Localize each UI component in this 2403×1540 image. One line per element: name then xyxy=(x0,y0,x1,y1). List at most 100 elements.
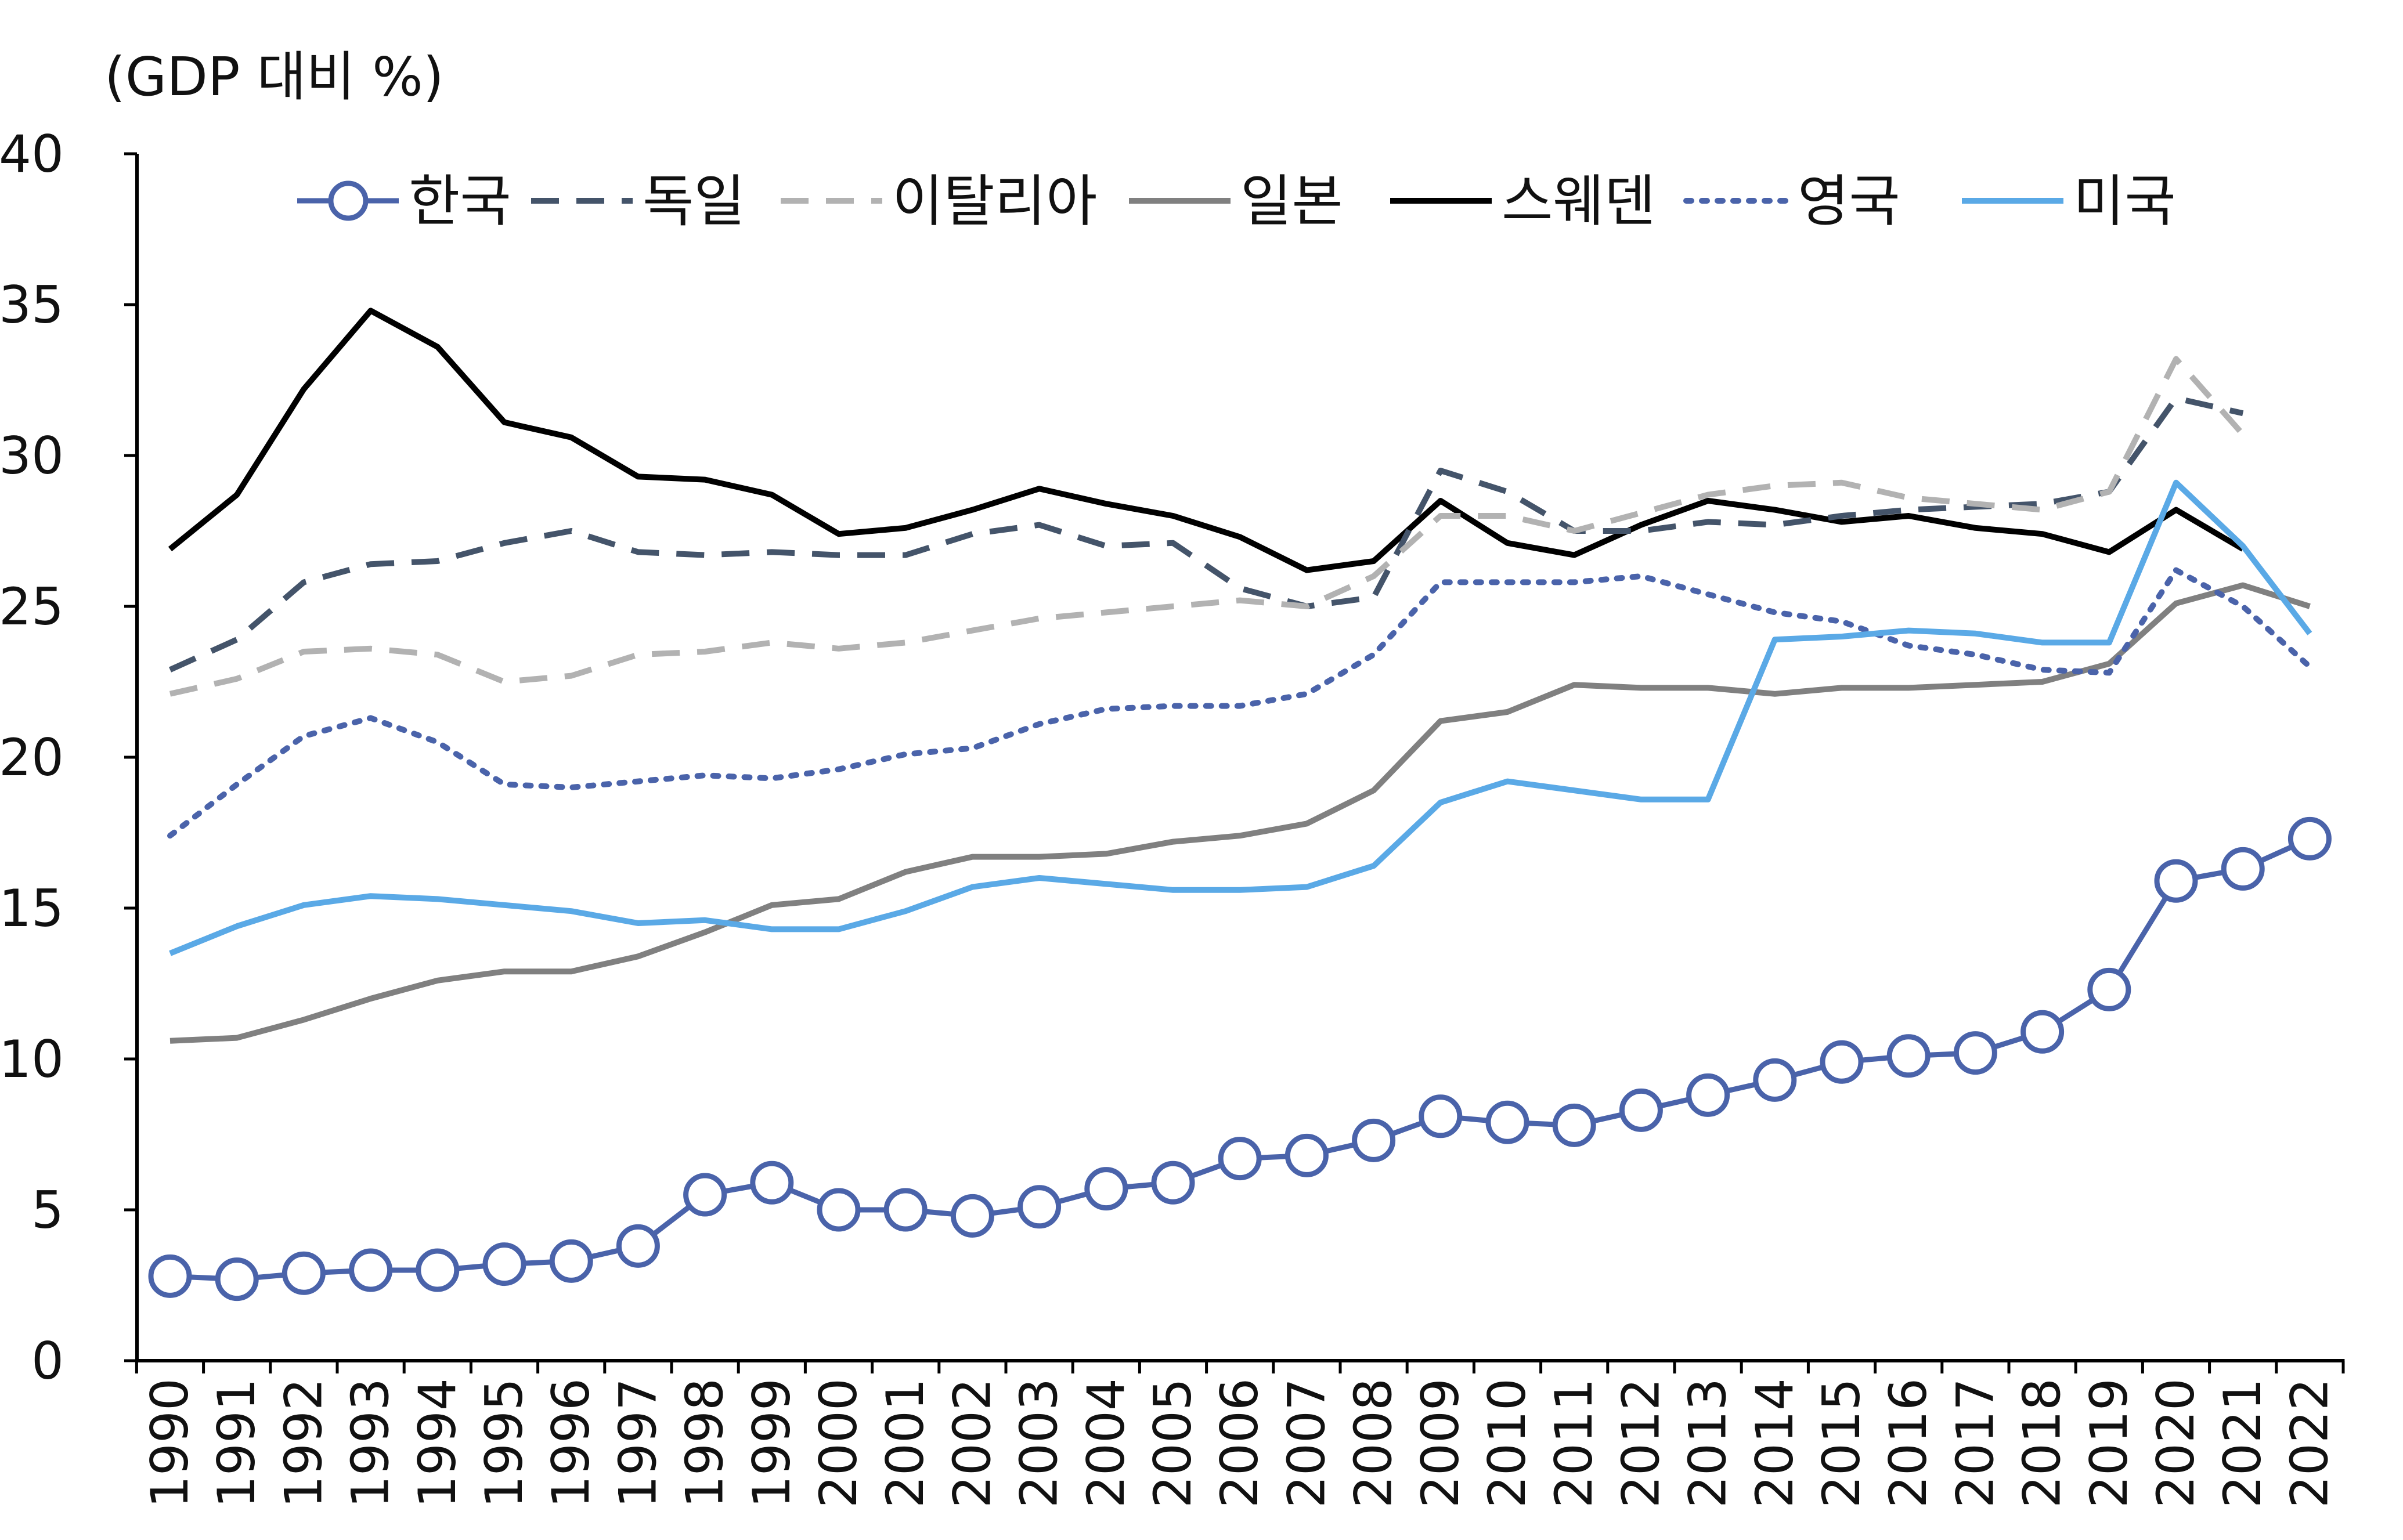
data-point-한국-1995 xyxy=(482,1242,526,1286)
x-tick-label: 2015 xyxy=(1812,1378,1871,1508)
legend: 한국 독일 이탈리아 일본 스웨덴 영국 미국 xyxy=(297,169,2176,234)
data-point-한국-1999 xyxy=(750,1161,794,1205)
series-line-영국 xyxy=(167,567,2313,839)
legend-item-일본: 일본 xyxy=(1129,169,1343,234)
y-tick-label: 20 xyxy=(0,728,64,787)
data-point-한국-2003 xyxy=(1018,1185,1062,1229)
series-line-스웨덴 xyxy=(168,308,2245,573)
x-tick-label: 1996 xyxy=(541,1378,601,1508)
data-point-한국-2001 xyxy=(883,1188,928,1232)
x-tick-label: 1998 xyxy=(675,1378,735,1508)
data-point-한국-1993 xyxy=(349,1248,393,1292)
series-한국 xyxy=(148,816,2332,1302)
data-point-한국-2017 xyxy=(1953,1031,1997,1075)
data-point-한국-2020 xyxy=(2154,859,2198,903)
y-tick-label: 40 xyxy=(0,124,64,184)
x-tick-label: 1992 xyxy=(273,1378,333,1508)
series-미국 xyxy=(169,479,2312,956)
x-tick-label: 1997 xyxy=(608,1378,668,1508)
data-point-한국-2012 xyxy=(1619,1088,1663,1132)
x-tick-label: 2012 xyxy=(1611,1378,1670,1508)
x-tick-label: 2020 xyxy=(2146,1378,2206,1508)
data-point-한국-2016 xyxy=(1886,1034,1931,1078)
data-point-한국-1991 xyxy=(215,1257,259,1302)
y-tick-label: 15 xyxy=(0,879,64,938)
data-point-한국-2007 xyxy=(1285,1133,1329,1177)
y-tick-label: 35 xyxy=(0,275,64,335)
x-tick-label: 2007 xyxy=(1276,1378,1336,1508)
x-tick-label: 2004 xyxy=(1076,1378,1136,1508)
series-스웨덴 xyxy=(168,308,2245,573)
data-point-한국-2021 xyxy=(2221,847,2265,891)
x-tick-label: 1993 xyxy=(341,1378,400,1508)
x-tick-label: 1990 xyxy=(140,1378,200,1508)
series-layer xyxy=(148,308,2332,1302)
x-tick-label: 1991 xyxy=(207,1378,266,1508)
data-point-한국-2009 xyxy=(1419,1094,1463,1138)
series-이탈리아 xyxy=(169,356,2245,697)
data-point-한국-2014 xyxy=(1753,1058,1797,1102)
unit-label: (GDP 대비 %) xyxy=(104,46,444,108)
x-tick-label: 2021 xyxy=(2213,1378,2272,1508)
x-tick-label: 2002 xyxy=(942,1378,1002,1508)
series-일본 xyxy=(169,582,2311,1044)
data-point-한국-2008 xyxy=(1352,1118,1396,1162)
data-point-한국-2011 xyxy=(1552,1103,1596,1147)
x-tick-label: 1994 xyxy=(407,1378,467,1508)
data-point-한국-2002 xyxy=(950,1194,994,1238)
data-point-한국-2000 xyxy=(817,1188,861,1232)
legend-item-한국: 한국 xyxy=(297,169,511,234)
data-point-한국-2022 xyxy=(2287,816,2332,861)
x-tick-label: 2014 xyxy=(1745,1378,1805,1508)
legend-label: 한국 xyxy=(409,169,511,234)
series-line-일본 xyxy=(169,582,2311,1044)
data-point-한국-2006 xyxy=(1218,1137,1262,1181)
legend-item-이탈리아: 이탈리아 xyxy=(781,169,1097,234)
data-point-한국-1997 xyxy=(616,1224,660,1268)
legend-label: 이탈리아 xyxy=(892,169,1097,234)
legend-label: 영국 xyxy=(1798,169,1900,234)
axes: 0 5 10 15 20 25 30 35 40 1990 1991 1992 1993 1994 1995… xyxy=(0,124,2345,1508)
data-point-한국-2015 xyxy=(1820,1040,1864,1084)
x-tick-label: 2008 xyxy=(1344,1378,1403,1508)
x-tick-label: 2006 xyxy=(1210,1378,1269,1508)
x-tick-label: 2019 xyxy=(2079,1378,2139,1508)
y-tick-label: 25 xyxy=(0,577,64,637)
data-point-한국-2005 xyxy=(1151,1161,1195,1205)
legend-label: 독일 xyxy=(643,169,745,234)
series-line-독일 xyxy=(168,395,2244,673)
data-point-한국-1992 xyxy=(282,1251,326,1295)
x-tick-label: 2009 xyxy=(1410,1378,1470,1508)
data-point-한국-1996 xyxy=(549,1239,593,1283)
x-tick-label: 2022 xyxy=(2279,1378,2339,1508)
data-point-한국-2010 xyxy=(1485,1100,1529,1144)
x-tick-label: 2016 xyxy=(1878,1378,1938,1508)
series-독일 xyxy=(168,395,2244,673)
series-영국 xyxy=(167,567,2313,839)
y-tick-label: 30 xyxy=(0,426,64,486)
data-point-한국-2013 xyxy=(1686,1073,1730,1117)
data-point-한국-1990 xyxy=(148,1254,192,1298)
legend-item-스웨덴: 스웨덴 xyxy=(1390,169,1655,234)
x-tick-label: 2001 xyxy=(875,1378,935,1508)
x-tick-label: 2010 xyxy=(1477,1378,1537,1508)
legend-item-영국: 영국 xyxy=(1683,169,1900,234)
x-tick-label: 2017 xyxy=(1945,1378,2005,1508)
data-point-한국-2018 xyxy=(2020,1010,2065,1054)
y-tick-label: 5 xyxy=(31,1180,64,1240)
y-tick-label: 0 xyxy=(31,1331,64,1391)
data-point-한국-2019 xyxy=(2087,967,2131,1011)
legend-label: 스웨덴 xyxy=(1502,169,1655,234)
x-tick-label: 1995 xyxy=(474,1378,534,1508)
legend-item-독일: 독일 xyxy=(531,169,745,234)
series-line-미국 xyxy=(169,479,2312,956)
x-tick-label: 2000 xyxy=(809,1378,868,1508)
legend-label: 미국 xyxy=(2073,169,2176,234)
data-point-한국-2004 xyxy=(1084,1167,1128,1211)
series-line-이탈리아 xyxy=(169,356,2245,697)
x-tick-label: 2005 xyxy=(1143,1378,1203,1508)
x-tick-label: 2013 xyxy=(1678,1378,1738,1508)
data-point-한국-1998 xyxy=(683,1173,727,1217)
y-tick-label: 10 xyxy=(0,1029,64,1089)
